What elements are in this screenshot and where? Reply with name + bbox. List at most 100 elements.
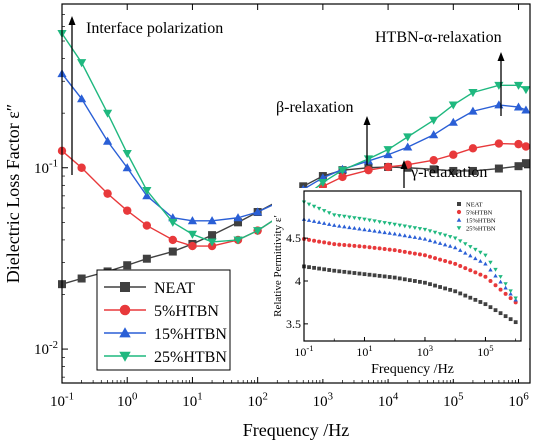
inset-y-axis-label: Relative Permittivity ε′ bbox=[272, 215, 284, 317]
inset-data-point bbox=[453, 245, 458, 250]
inset-data-point bbox=[458, 291, 463, 296]
inset-data-point bbox=[387, 221, 392, 226]
legend-label: NEAT bbox=[154, 280, 195, 297]
inset-data-point bbox=[498, 287, 503, 292]
y-tick-label: 10-2 bbox=[34, 339, 58, 358]
inset-data-point bbox=[493, 267, 498, 272]
inset-data-point bbox=[382, 274, 387, 279]
inset-data-point bbox=[347, 225, 352, 230]
inset-data-point bbox=[478, 300, 483, 304]
inset-data-point bbox=[377, 273, 382, 278]
data-point bbox=[168, 235, 178, 245]
x-tick-label: 100 bbox=[117, 391, 137, 410]
inset-data-point bbox=[442, 233, 448, 238]
data-point bbox=[77, 94, 87, 103]
x-tick-label: 10-1 bbox=[50, 391, 74, 410]
inset-data-point bbox=[321, 209, 327, 213]
inset-data-point bbox=[332, 242, 337, 247]
inset-data-point bbox=[327, 211, 332, 216]
inset-data-point bbox=[503, 291, 508, 296]
data-point bbox=[364, 165, 373, 175]
beta-relaxation-arrow-head bbox=[363, 116, 371, 125]
x-tick-label: 103 bbox=[313, 391, 333, 410]
inset-data-point bbox=[412, 279, 417, 283]
inset-data-point bbox=[493, 283, 498, 288]
inset-data-point bbox=[317, 239, 322, 244]
inset-x-tick-label: 105 bbox=[477, 343, 493, 359]
inset-data-point bbox=[377, 246, 382, 251]
data-point bbox=[233, 213, 243, 222]
data-point bbox=[521, 86, 531, 95]
inset-legend-marker bbox=[456, 217, 462, 222]
x-tick-label: 101 bbox=[182, 391, 202, 410]
data-point bbox=[142, 254, 151, 263]
inset-data-point bbox=[478, 250, 483, 255]
inset-data-point bbox=[317, 266, 322, 271]
data-point bbox=[514, 162, 523, 171]
inset-data-point bbox=[463, 293, 468, 298]
inset-data-point bbox=[407, 234, 413, 239]
alpha-relaxation-arrow-head bbox=[497, 52, 505, 61]
annotation-label: β-relaxation bbox=[276, 99, 353, 116]
data-point bbox=[77, 59, 87, 68]
inset-data-point bbox=[437, 232, 443, 237]
data-point bbox=[234, 218, 243, 227]
inset-data-point bbox=[342, 214, 347, 219]
inset-data-point bbox=[367, 218, 372, 223]
inset-data-point bbox=[463, 250, 468, 255]
inset-data-point bbox=[428, 254, 432, 259]
inset-data-point bbox=[412, 226, 418, 231]
inset-data-point bbox=[438, 285, 442, 289]
inset-data-point bbox=[367, 245, 372, 250]
x-tick-label: 106 bbox=[508, 391, 529, 410]
data-point bbox=[253, 227, 263, 236]
inset-data-point bbox=[427, 229, 433, 234]
inset-data-point bbox=[377, 229, 382, 234]
inset-legend-marker bbox=[456, 209, 462, 215]
inset-data-point bbox=[458, 264, 463, 268]
inset-data-point bbox=[508, 317, 513, 322]
inset-data-point bbox=[382, 247, 387, 251]
inset-data-point bbox=[352, 216, 357, 221]
data-point bbox=[468, 166, 477, 175]
inset-data-point bbox=[322, 267, 327, 272]
inset-data-point bbox=[483, 274, 488, 279]
inset-frame bbox=[303, 190, 522, 342]
inset-data-point bbox=[392, 231, 397, 236]
inset-data-point bbox=[407, 225, 413, 230]
inset-data-point bbox=[382, 221, 387, 225]
inset-data-point bbox=[508, 291, 513, 296]
data-point bbox=[521, 105, 531, 114]
inset-data-point bbox=[392, 248, 397, 253]
inset-data-point bbox=[312, 265, 316, 270]
inset-data-point bbox=[478, 272, 483, 277]
inset-data-point bbox=[453, 236, 458, 241]
inset-data-point bbox=[498, 311, 503, 316]
inset-data-point bbox=[417, 227, 423, 231]
inset-data-point bbox=[402, 249, 407, 254]
inset-data-point bbox=[372, 219, 377, 224]
data-point bbox=[77, 163, 86, 172]
inset-data-point bbox=[397, 249, 402, 253]
data-point bbox=[468, 89, 478, 98]
data-point bbox=[142, 191, 152, 200]
inset-data-point bbox=[342, 224, 347, 229]
inset-data-point bbox=[407, 278, 412, 283]
inset-data-point bbox=[307, 237, 312, 242]
inset-data-point bbox=[422, 236, 428, 241]
data-point bbox=[513, 81, 524, 90]
inset-data-point bbox=[488, 305, 493, 310]
data-point bbox=[403, 142, 413, 151]
inset-background bbox=[272, 188, 529, 379]
annotations: Interface polarization HTBN-α-relaxation β… bbox=[68, 16, 505, 198]
inset-data-point bbox=[362, 227, 367, 232]
x-tick-label: 102 bbox=[247, 391, 267, 410]
inset-data-point bbox=[458, 248, 463, 252]
inset-data-point bbox=[513, 296, 518, 301]
inset-data-point bbox=[448, 287, 453, 292]
inset-data-point bbox=[433, 283, 437, 288]
inset-data-point bbox=[503, 285, 508, 290]
inset-data-point bbox=[447, 235, 453, 239]
inset-data-point bbox=[357, 216, 362, 221]
